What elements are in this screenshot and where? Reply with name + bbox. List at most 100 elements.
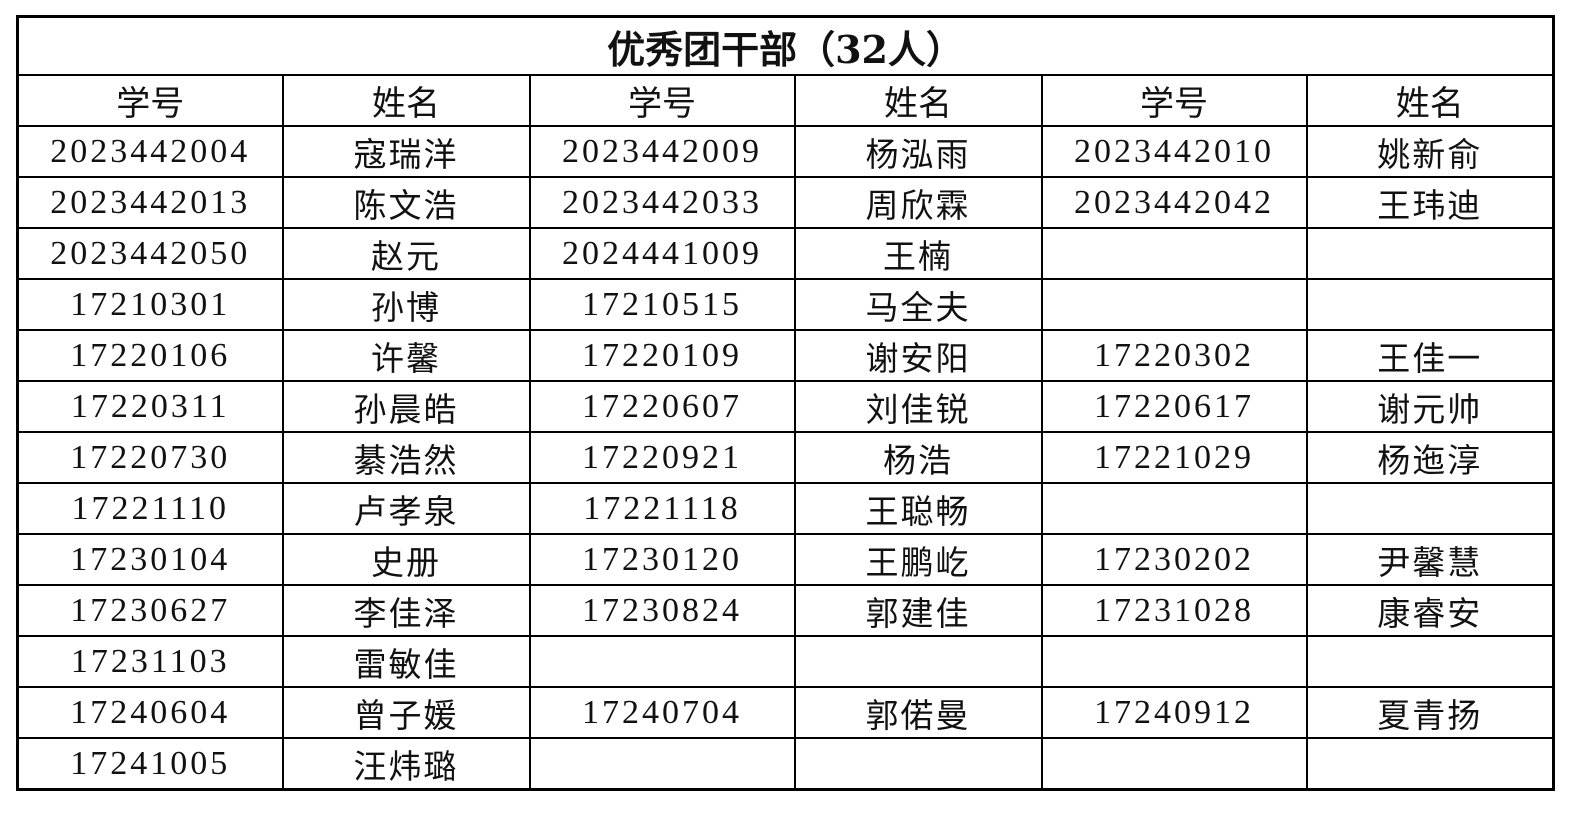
student-name-cell: 王聪畅 xyxy=(793,482,1043,535)
student-name-cell: 史册 xyxy=(281,533,531,586)
student-name-cell xyxy=(793,737,1043,791)
student-name-cell: 孙晨皓 xyxy=(281,380,531,433)
student-id-cell xyxy=(1040,482,1308,535)
student-id-cell: 17230627 xyxy=(16,584,284,637)
student-name-cell: 王楠 xyxy=(793,227,1043,280)
table-row: 2023442013 陈文浩 2023442033 周欣霖 2023442042 王玮迪 xyxy=(16,176,1555,229)
student-name-cell: 綦浩然 xyxy=(281,431,531,484)
table-row: 17240604 曾子媛 17240704 郭偌曼 17240912 夏青扬 xyxy=(16,686,1555,739)
student-name-cell: 汪炜璐 xyxy=(281,737,531,791)
student-id-cell: 17220302 xyxy=(1040,329,1308,382)
student-name-cell: 杨迤淳 xyxy=(1305,431,1555,484)
header-name: 姓名 xyxy=(793,74,1043,127)
student-name-cell: 王玮迪 xyxy=(1305,176,1555,229)
student-name-cell: 王鹏屹 xyxy=(793,533,1043,586)
header-student-id: 学号 xyxy=(1040,74,1308,127)
table-title: 优秀团干部（32人） xyxy=(16,15,1555,76)
student-id-cell: 17220921 xyxy=(528,431,796,484)
table-row: 17221110 卢孝泉 17221118 王聪畅 xyxy=(16,482,1555,535)
header-student-id: 学号 xyxy=(528,74,796,127)
table-row: 17231103 雷敏佳 xyxy=(16,635,1555,688)
student-id-cell: 17220617 xyxy=(1040,380,1308,433)
table-body: 2023442004 寇瑞洋 2023442009 杨泓雨 2023442010 姚新俞 2… xyxy=(16,125,1555,791)
student-id-cell: 2023442050 xyxy=(16,227,284,280)
student-id-cell: 17221118 xyxy=(528,482,796,535)
header-name: 姓名 xyxy=(1305,74,1555,127)
student-name-cell: 赵元 xyxy=(281,227,531,280)
student-name-cell: 李佳泽 xyxy=(281,584,531,637)
student-name-cell: 杨浩 xyxy=(793,431,1043,484)
student-id-cell xyxy=(1040,737,1308,791)
student-name-cell: 雷敏佳 xyxy=(281,635,531,688)
student-id-cell: 2023442013 xyxy=(16,176,284,229)
student-id-cell: 17230120 xyxy=(528,533,796,586)
student-id-cell: 17230104 xyxy=(16,533,284,586)
header-row: 学号 姓名 学号 姓名 学号 姓名 xyxy=(16,74,1555,127)
header-student-id: 学号 xyxy=(16,74,284,127)
student-id-cell: 17220607 xyxy=(528,380,796,433)
student-name-cell xyxy=(1305,278,1555,331)
student-name-cell: 王佳一 xyxy=(1305,329,1555,382)
student-id-cell: 17240704 xyxy=(528,686,796,739)
table-row: 17220311 孙晨皓 17220607 刘佳锐 17220617 谢元帅 xyxy=(16,380,1555,433)
student-name-cell xyxy=(1305,635,1555,688)
header-name: 姓名 xyxy=(281,74,531,127)
student-id-cell: 17240912 xyxy=(1040,686,1308,739)
student-name-cell: 曾子媛 xyxy=(281,686,531,739)
student-name-cell: 郭偌曼 xyxy=(793,686,1043,739)
student-name-cell: 卢孝泉 xyxy=(281,482,531,535)
student-id-cell: 2023442033 xyxy=(528,176,796,229)
student-id-cell: 17241005 xyxy=(16,737,284,791)
student-id-cell: 17231028 xyxy=(1040,584,1308,637)
table-row: 17210301 孙博 17210515 马全夫 xyxy=(16,278,1555,331)
student-id-cell xyxy=(528,635,796,688)
student-id-cell: 2023442042 xyxy=(1040,176,1308,229)
title-row: 优秀团干部（32人） xyxy=(16,15,1555,76)
student-id-cell: 17230202 xyxy=(1040,533,1308,586)
student-id-cell: 17240604 xyxy=(16,686,284,739)
student-name-cell: 寇瑞洋 xyxy=(281,125,531,178)
student-name-cell: 尹馨慧 xyxy=(1305,533,1555,586)
table-row: 17220730 綦浩然 17220921 杨浩 17221029 杨迤淳 xyxy=(16,431,1555,484)
student-name-cell: 康睿安 xyxy=(1305,584,1555,637)
student-name-cell: 马全夫 xyxy=(793,278,1043,331)
student-name-cell xyxy=(793,635,1043,688)
student-id-cell: 2024441009 xyxy=(528,227,796,280)
student-id-cell: 2023442010 xyxy=(1040,125,1308,178)
student-name-cell: 姚新俞 xyxy=(1305,125,1555,178)
student-id-cell xyxy=(1040,635,1308,688)
student-id-cell xyxy=(1040,227,1308,280)
student-id-cell: 17220311 xyxy=(16,380,284,433)
student-name-cell xyxy=(1305,737,1555,791)
table-row: 17241005 汪炜璐 xyxy=(16,737,1555,791)
student-id-cell: 17221110 xyxy=(16,482,284,535)
student-name-cell xyxy=(1305,482,1555,535)
student-id-cell: 17210301 xyxy=(16,278,284,331)
table-row: 2023442004 寇瑞洋 2023442009 杨泓雨 2023442010 姚新俞 xyxy=(16,125,1555,178)
student-id-cell xyxy=(528,737,796,791)
student-id-cell: 17220106 xyxy=(16,329,284,382)
student-id-cell xyxy=(1040,278,1308,331)
table-row: 17230627 李佳泽 17230824 郭建佳 17231028 康睿安 xyxy=(16,584,1555,637)
student-id-cell: 17231103 xyxy=(16,635,284,688)
student-name-cell: 夏青扬 xyxy=(1305,686,1555,739)
student-id-cell: 17220109 xyxy=(528,329,796,382)
honor-roll-table: 优秀团干部（32人） 学号 姓名 学号 姓名 学号 姓名 2023442004 寇… xyxy=(16,15,1556,791)
student-id-cell: 2023442009 xyxy=(528,125,796,178)
student-name-cell xyxy=(1305,227,1555,280)
table-row: 17220106 许馨 17220109 谢安阳 17220302 王佳一 xyxy=(16,329,1555,382)
student-name-cell: 刘佳锐 xyxy=(793,380,1043,433)
student-name-cell: 陈文浩 xyxy=(281,176,531,229)
student-id-cell: 17220730 xyxy=(16,431,284,484)
student-id-cell: 17230824 xyxy=(528,584,796,637)
table-row: 17230104 史册 17230120 王鹏屹 17230202 尹馨慧 xyxy=(16,533,1555,586)
student-id-cell: 2023442004 xyxy=(16,125,284,178)
student-name-cell: 许馨 xyxy=(281,329,531,382)
student-name-cell: 孙博 xyxy=(281,278,531,331)
student-name-cell: 周欣霖 xyxy=(793,176,1043,229)
student-name-cell: 谢元帅 xyxy=(1305,380,1555,433)
student-id-cell: 17210515 xyxy=(528,278,796,331)
table-row: 2023442050 赵元 2024441009 王楠 xyxy=(16,227,1555,280)
student-id-cell: 17221029 xyxy=(1040,431,1308,484)
student-name-cell: 郭建佳 xyxy=(793,584,1043,637)
